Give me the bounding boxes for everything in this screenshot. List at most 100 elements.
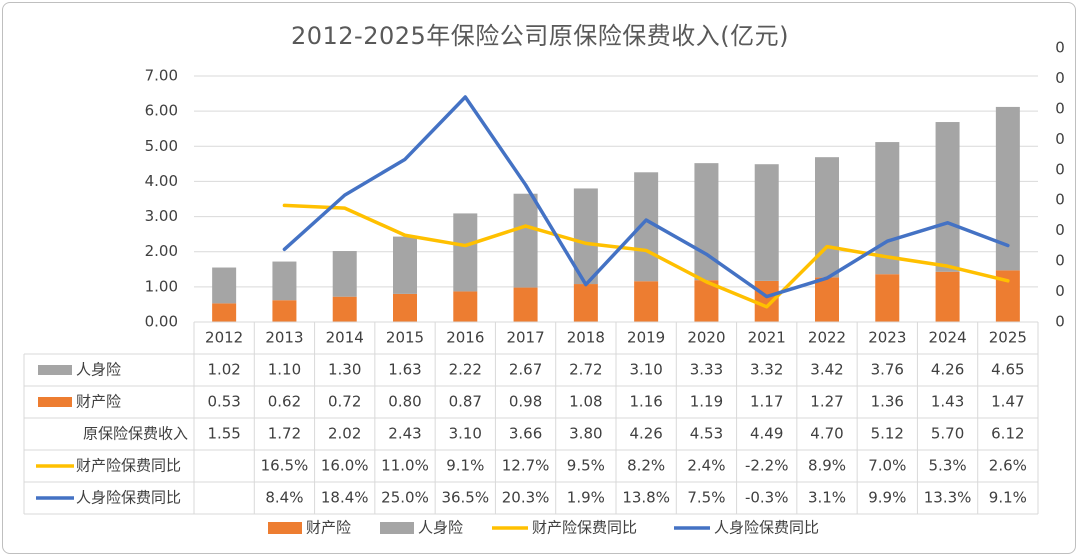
table-row-header: 原保险保费收入 bbox=[83, 425, 188, 443]
x-tick-label: 2023 bbox=[868, 329, 906, 347]
table-cell-life: 2.22 bbox=[449, 361, 482, 379]
table-cell-life: 4.26 bbox=[931, 361, 964, 379]
table-cell-life-yoy: 18.4% bbox=[321, 489, 369, 507]
bar-life bbox=[453, 213, 478, 292]
table-cell-total: 1.72 bbox=[268, 425, 301, 443]
x-tick-label: 2012 bbox=[205, 329, 243, 347]
x-tick-label: 2024 bbox=[928, 329, 966, 347]
table-legend-swatch bbox=[38, 397, 72, 407]
table-cell-life: 3.76 bbox=[871, 361, 904, 379]
table-cell-life-yoy: 1.9% bbox=[567, 489, 605, 507]
table-cell-total: 3.66 bbox=[509, 425, 542, 443]
table-cell-property-yoy: 7.0% bbox=[868, 457, 906, 475]
table-cell-life: 2.67 bbox=[509, 361, 542, 379]
y2-tick-label: 0 bbox=[1055, 252, 1065, 270]
y-tick-label: 4.00 bbox=[145, 172, 178, 190]
table-legend-swatch bbox=[38, 365, 72, 375]
bar-life bbox=[332, 251, 357, 297]
table-cell-total: 2.43 bbox=[388, 425, 421, 443]
table-cell-life-yoy: 8.4% bbox=[265, 489, 303, 507]
bar-life bbox=[815, 157, 839, 278]
table-cell-property: 0.72 bbox=[328, 393, 361, 411]
table-cell-life: 1.10 bbox=[268, 361, 301, 379]
table-cell-life-yoy: 9.1% bbox=[989, 489, 1027, 507]
y-tick-label: 0.00 bbox=[145, 313, 178, 331]
bar-life bbox=[212, 267, 237, 304]
table-cell-property-yoy: 8.2% bbox=[627, 457, 665, 475]
table-cell-property-yoy: 12.7% bbox=[502, 457, 550, 475]
y2-tick-label: 0 bbox=[1055, 221, 1065, 239]
table-cell-total: 4.49 bbox=[750, 425, 783, 443]
table-cell-property-yoy: 9.5% bbox=[567, 457, 605, 475]
table-cell-life: 3.10 bbox=[629, 361, 662, 379]
y2-tick-label: 0 bbox=[1055, 39, 1065, 57]
table-cell-property-yoy: 5.3% bbox=[929, 457, 967, 475]
table-cell-total: 4.70 bbox=[810, 425, 843, 443]
table-cell-life-yoy: 20.3% bbox=[502, 489, 550, 507]
table-cell-property: 1.08 bbox=[569, 393, 602, 411]
table-cell-property: 1.43 bbox=[931, 393, 964, 411]
table-cell-total: 5.12 bbox=[871, 425, 904, 443]
bar-life bbox=[694, 163, 719, 281]
bar-property bbox=[332, 296, 357, 322]
table-cell-life-yoy: 25.0% bbox=[381, 489, 429, 507]
legend-label: 人身险 bbox=[418, 519, 463, 537]
table-row-header: 财产险 bbox=[76, 393, 121, 411]
bar-property bbox=[875, 274, 900, 322]
table-cell-life: 2.72 bbox=[569, 361, 602, 379]
x-tick-label: 2025 bbox=[989, 329, 1027, 347]
table-cell-life-yoy: 13.3% bbox=[924, 489, 972, 507]
table-cell-property: 1.17 bbox=[750, 393, 783, 411]
x-tick-label: 2013 bbox=[265, 329, 303, 347]
table-cell-property: 0.98 bbox=[509, 393, 542, 411]
bar-life bbox=[875, 142, 900, 275]
bar-property bbox=[272, 300, 297, 322]
table-cell-life: 1.63 bbox=[388, 361, 421, 379]
table-cell-property: 0.80 bbox=[388, 393, 421, 411]
table-cell-property: 0.62 bbox=[268, 393, 301, 411]
y-tick-label: 7.00 bbox=[145, 67, 178, 85]
bar-property bbox=[754, 280, 779, 322]
chart-title: 2012-2025年保险公司原保险保费收入(亿元) bbox=[290, 22, 790, 50]
y-tick-label: 6.00 bbox=[145, 102, 178, 120]
table-cell-property: 1.16 bbox=[629, 393, 662, 411]
table-cell-life: 1.02 bbox=[207, 361, 240, 379]
table-row-header: 人身险保费同比 bbox=[76, 489, 181, 507]
table-row-header: 人身险 bbox=[76, 361, 121, 379]
legend-label: 财产险保费同比 bbox=[532, 519, 637, 537]
bar-life bbox=[935, 122, 960, 272]
y2-tick-label: 0 bbox=[1055, 69, 1065, 87]
y2-tick-label: 0 bbox=[1055, 99, 1065, 117]
table-cell-property-yoy: 16.5% bbox=[261, 457, 309, 475]
table-cell-total: 2.02 bbox=[328, 425, 361, 443]
table-cell-total: 4.53 bbox=[690, 425, 723, 443]
bar-life bbox=[513, 193, 538, 288]
table-cell-life-yoy: 13.8% bbox=[622, 489, 670, 507]
table-cell-life: 1.30 bbox=[328, 361, 361, 379]
bar-property bbox=[393, 293, 417, 322]
table-cell-property-yoy: 9.1% bbox=[446, 457, 484, 475]
y-tick-label: 5.00 bbox=[145, 137, 178, 155]
x-tick-label: 2017 bbox=[506, 329, 544, 347]
bar-property bbox=[815, 277, 839, 322]
table-cell-property-yoy: 2.6% bbox=[989, 457, 1027, 475]
table-cell-life-yoy: -0.3% bbox=[745, 489, 789, 507]
bar-property bbox=[573, 284, 598, 322]
x-tick-label: 2019 bbox=[627, 329, 665, 347]
legend-label: 财产险 bbox=[306, 519, 351, 537]
table-cell-property-yoy: 8.9% bbox=[808, 457, 846, 475]
x-tick-label: 2018 bbox=[567, 329, 605, 347]
bar-property bbox=[935, 271, 960, 322]
x-tick-label: 2016 bbox=[446, 329, 484, 347]
table-cell-property-yoy: -2.2% bbox=[745, 457, 789, 475]
x-tick-label: 2022 bbox=[808, 329, 846, 347]
table-cell-total: 3.10 bbox=[449, 425, 482, 443]
bar-life bbox=[754, 164, 779, 281]
legend-swatch bbox=[268, 522, 302, 534]
bar-property bbox=[212, 303, 237, 322]
table-cell-life-yoy: 36.5% bbox=[441, 489, 489, 507]
table-cell-property-yoy: 11.0% bbox=[381, 457, 429, 475]
table-cell-life: 4.65 bbox=[991, 361, 1024, 379]
table-cell-property-yoy: 16.0% bbox=[321, 457, 369, 475]
